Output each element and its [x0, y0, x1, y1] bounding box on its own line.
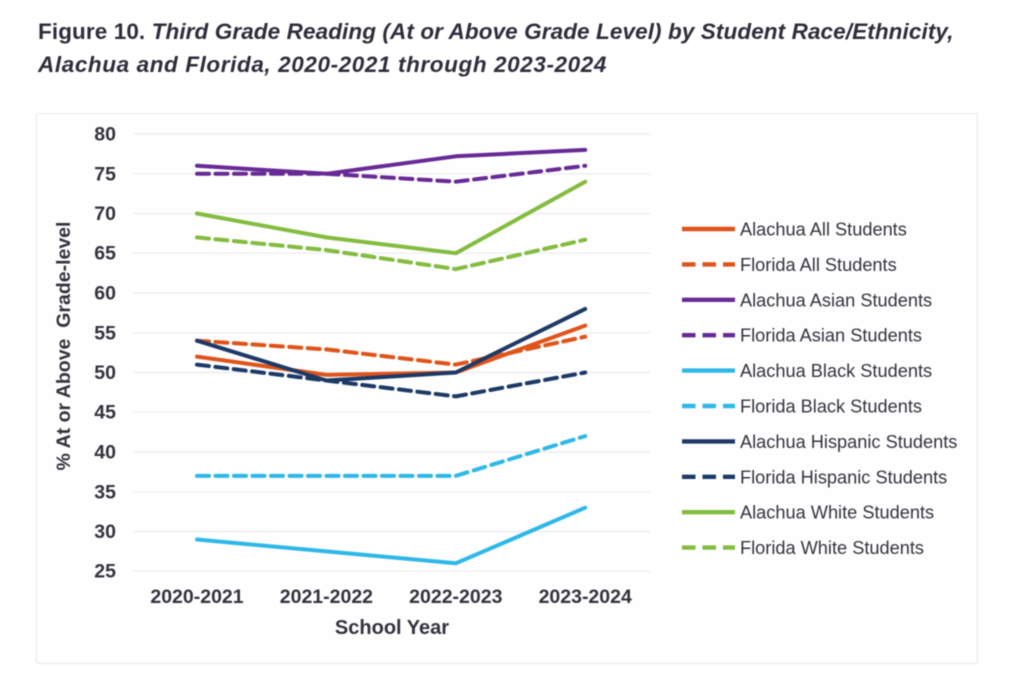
- svg-text:55: 55: [94, 322, 116, 344]
- svg-text:2021-2022: 2021-2022: [280, 586, 373, 608]
- svg-text:% At or Above Grade-level: % At or Above Grade-level: [53, 222, 75, 471]
- svg-text:Alachua All Students: Alachua All Students: [740, 220, 907, 240]
- svg-text:Alachua Asian Students: Alachua Asian Students: [740, 290, 932, 310]
- svg-text:80: 80: [94, 124, 116, 146]
- svg-text:School Year: School Year: [335, 617, 449, 639]
- svg-text:60: 60: [94, 283, 116, 305]
- svg-text:Florida Hispanic Students: Florida Hispanic Students: [740, 467, 947, 487]
- svg-text:65: 65: [94, 243, 116, 265]
- svg-text:Alachua White Students: Alachua White Students: [740, 503, 934, 523]
- svg-text:Alachua Black Students: Alachua Black Students: [740, 361, 932, 381]
- svg-text:2022-2023: 2022-2023: [409, 586, 502, 608]
- svg-text:35: 35: [94, 481, 116, 503]
- svg-text:45: 45: [94, 402, 116, 424]
- svg-text:30: 30: [94, 521, 116, 543]
- svg-text:Florida White Students: Florida White Students: [740, 538, 924, 558]
- svg-text:40: 40: [94, 442, 116, 464]
- svg-text:75: 75: [94, 163, 116, 185]
- svg-text:Florida Black Students: Florida Black Students: [740, 397, 922, 417]
- svg-text:70: 70: [94, 203, 116, 225]
- svg-text:2023-2024: 2023-2024: [539, 586, 632, 608]
- svg-text:25: 25: [94, 561, 116, 583]
- svg-text:Florida All Students: Florida All Students: [740, 255, 897, 275]
- svg-text:50: 50: [94, 362, 116, 384]
- svg-text:Florida Asian Students: Florida Asian Students: [740, 326, 922, 346]
- svg-text:2020-2021: 2020-2021: [150, 586, 243, 608]
- svg-text:Alachua Hispanic Students: Alachua Hispanic Students: [740, 432, 957, 452]
